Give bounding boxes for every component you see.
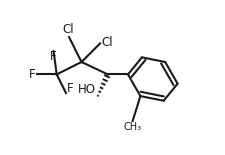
Text: F: F bbox=[50, 50, 57, 63]
Text: F: F bbox=[28, 68, 35, 81]
Text: HO: HO bbox=[78, 83, 96, 96]
Text: CH₃: CH₃ bbox=[124, 122, 142, 132]
Text: F: F bbox=[67, 82, 73, 95]
Text: Cl: Cl bbox=[102, 36, 113, 49]
Text: Cl: Cl bbox=[63, 23, 74, 36]
